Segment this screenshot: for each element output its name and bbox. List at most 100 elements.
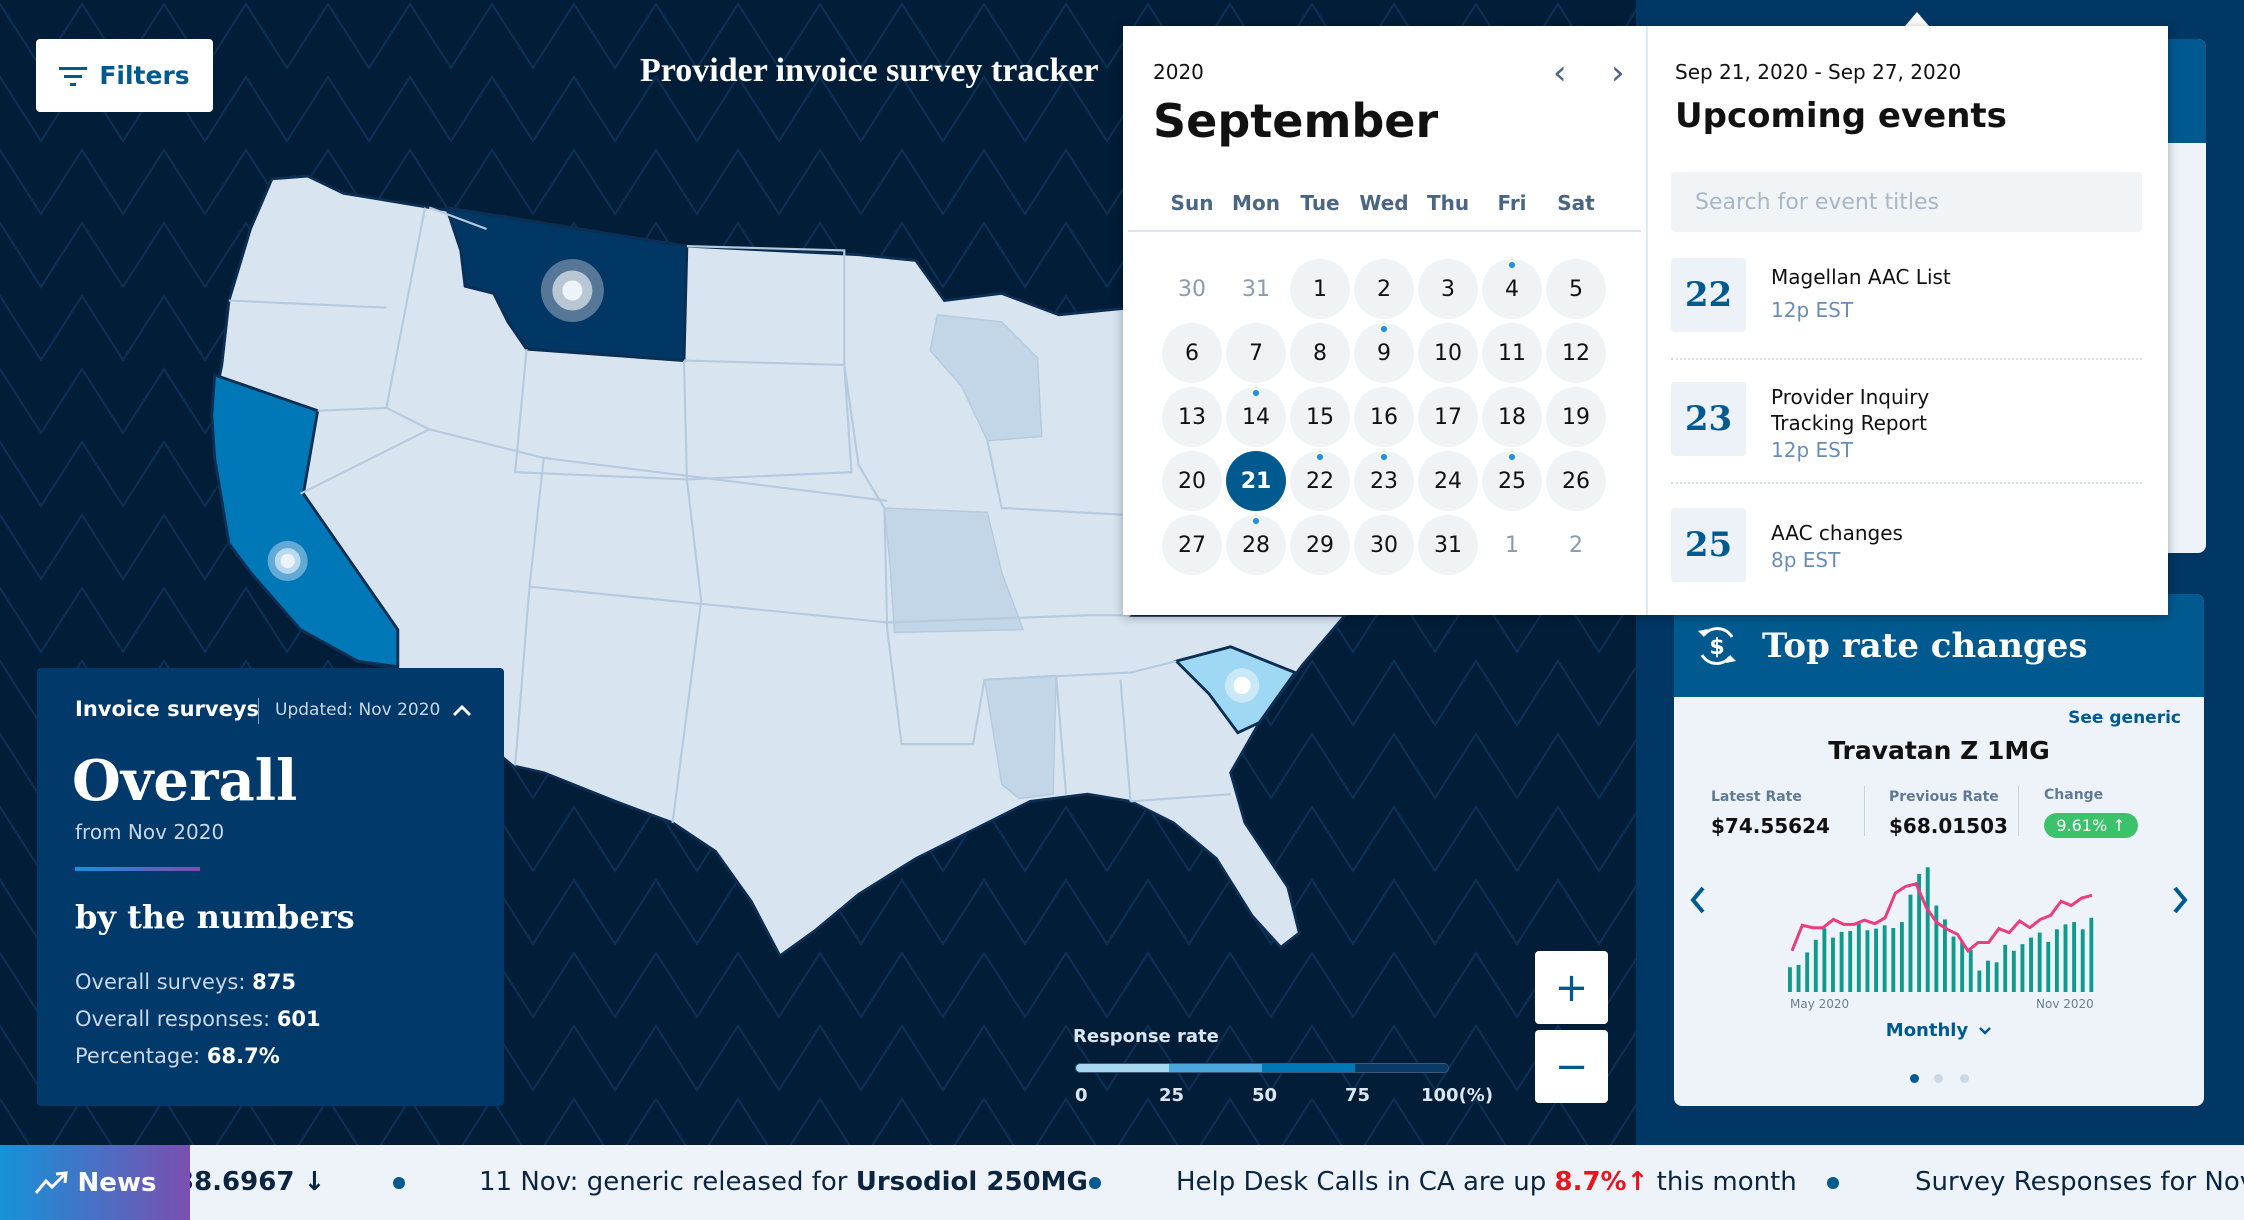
calendar-day[interactable]: 19 [1546, 387, 1606, 447]
calendar-day[interactable]: 22 [1290, 451, 1350, 511]
calendar-day[interactable]: 23 [1354, 451, 1414, 511]
response-rate-legend-bar [1075, 1063, 1449, 1073]
day-number: 7 [1249, 340, 1263, 366]
period-label: Monthly [1885, 1020, 1969, 1041]
event-divider [1671, 482, 2142, 484]
calendar-day[interactable]: 24 [1418, 451, 1478, 511]
calendar-day[interactable]: 12 [1546, 323, 1606, 383]
chevron-up-icon[interactable] [451, 702, 473, 718]
prev-month-button[interactable]: ‹ [1553, 53, 1567, 93]
carousel-dot[interactable] [1960, 1074, 1969, 1083]
event-search-input[interactable] [1671, 172, 2142, 232]
calendar-year: 2020 [1153, 60, 1204, 84]
calendar-day[interactable]: 27 [1162, 515, 1222, 575]
svg-text:$: $ [1709, 635, 1724, 660]
chart-bar [1848, 930, 1853, 992]
day-number: 20 [1178, 468, 1206, 494]
stat-surveys: Overall surveys: 875 [75, 964, 321, 1001]
calendar-day-selected[interactable]: 21 [1226, 451, 1286, 511]
chart-bar [1925, 867, 1930, 992]
chart-bar [1917, 873, 1922, 992]
calendar-day[interactable]: 28 [1226, 515, 1286, 575]
calendar-day[interactable]: 4 [1482, 259, 1542, 319]
popup-caret [1905, 12, 1929, 26]
calendar-day[interactable]: 2 [1354, 259, 1414, 319]
x-label-end: Nov 2020 [2036, 997, 2094, 1011]
card-title: Invoice surveys [75, 697, 260, 721]
ticker-item[interactable]: 11 Nov: generic released for Ursodiol 25… [479, 1167, 1088, 1197]
filter-icon [59, 66, 88, 86]
period-dropdown[interactable]: Monthly [1674, 1020, 2204, 1041]
calendar-day[interactable]: 3 [1418, 259, 1478, 319]
news-label: News [77, 1167, 157, 1198]
previous-rate-value: $68.01503 [1889, 814, 2008, 838]
chart-bar [2037, 932, 2042, 992]
calendar-day[interactable]: 16 [1354, 387, 1414, 447]
ticker-item[interactable]: 38.6967 ↓ [176, 1167, 326, 1197]
ticker-item[interactable]: Survey Responses for November [1915, 1167, 2244, 1197]
separator [258, 698, 259, 724]
calendar-day[interactable]: 14 [1226, 387, 1286, 447]
calendar-day[interactable]: 29 [1290, 515, 1350, 575]
event-item[interactable]: 23 Provider Inquiry Tracking Report 12p … [1671, 382, 2142, 462]
day-number: 30 [1178, 276, 1206, 302]
legend-tick: 25 [1159, 1085, 1185, 1106]
calendar-day[interactable]: 30 [1162, 259, 1222, 319]
ticker-separator [1827, 1177, 1839, 1189]
event-day: 23 [1671, 382, 1746, 456]
ticker-item[interactable]: Help Desk Calls in CA are up 8.7%↑ this … [1176, 1167, 1797, 1197]
latest-rate-value: $74.55624 [1711, 814, 1830, 838]
calendar-day[interactable]: 31 [1418, 515, 1478, 575]
rate-trend-chart [1788, 867, 2094, 992]
dollar-refresh-icon: $ [1698, 626, 1736, 665]
event-indicator-dot [1317, 454, 1323, 460]
ticker-text: Help Desk Calls in CA are up [1176, 1167, 1555, 1197]
ticker-bold: Ursodiol 250MG [855, 1167, 1088, 1197]
zoom-in-button[interactable]: + [1535, 951, 1608, 1024]
calendar-day[interactable]: 9 [1354, 323, 1414, 383]
weekday-header: Thu [1426, 191, 1470, 215]
chevron-right-icon[interactable] [2170, 884, 2190, 916]
day-number: 4 [1505, 276, 1519, 302]
next-month-button[interactable]: › [1611, 53, 1625, 93]
calendar-day[interactable]: 10 [1418, 323, 1478, 383]
legend-tick: 100(%) [1421, 1085, 1494, 1106]
map-marker-california [267, 540, 308, 581]
event-item[interactable]: 22 Magellan AAC List 12p EST [1671, 258, 2142, 334]
calendar-day[interactable]: 20 [1162, 451, 1222, 511]
us-map[interactable] [210, 174, 1349, 959]
chart-bar [1865, 930, 1870, 992]
calendar-day[interactable]: 7 [1226, 323, 1286, 383]
calendar-day[interactable]: 30 [1354, 515, 1414, 575]
see-generic-link[interactable]: See generic [2068, 708, 2181, 728]
chart-bar [1934, 905, 1939, 992]
calendar-day[interactable]: 15 [1290, 387, 1350, 447]
day-number: 3 [1441, 276, 1455, 302]
news-ticker: News 38.6967 ↓ 11 Nov: generic released … [0, 1145, 2244, 1220]
calendar-day[interactable]: 5 [1546, 259, 1606, 319]
carousel-dot-active[interactable] [1910, 1074, 1919, 1083]
event-item[interactable]: 25 AAC changes 8p EST [1671, 508, 2142, 584]
chevron-left-icon[interactable] [1688, 884, 1708, 916]
calendar-day[interactable]: 17 [1418, 387, 1478, 447]
filters-button[interactable]: Filters [36, 39, 213, 112]
calendar-day[interactable]: 1 [1482, 515, 1542, 575]
carousel-dot[interactable] [1934, 1074, 1943, 1083]
calendar-day[interactable]: 1 [1290, 259, 1350, 319]
state-missouri [883, 507, 1025, 634]
zoom-out-button[interactable]: − [1535, 1030, 1608, 1103]
calendar-day[interactable]: 25 [1482, 451, 1542, 511]
calendar-day[interactable]: 8 [1290, 323, 1350, 383]
calendar-day[interactable]: 26 [1546, 451, 1606, 511]
calendar-day[interactable]: 18 [1482, 387, 1542, 447]
event-title: Magellan AAC List [1771, 265, 1951, 289]
calendar-day[interactable]: 11 [1482, 323, 1542, 383]
calendar-day[interactable]: 31 [1226, 259, 1286, 319]
weekday-header: Sat [1557, 191, 1595, 215]
event-time: 12p EST [1771, 438, 1854, 462]
stat-value: 601 [276, 1007, 321, 1031]
calendar-day[interactable]: 13 [1162, 387, 1222, 447]
calendar-day[interactable]: 2 [1546, 515, 1606, 575]
calendar-day[interactable]: 6 [1162, 323, 1222, 383]
news-badge[interactable]: News [0, 1145, 190, 1220]
